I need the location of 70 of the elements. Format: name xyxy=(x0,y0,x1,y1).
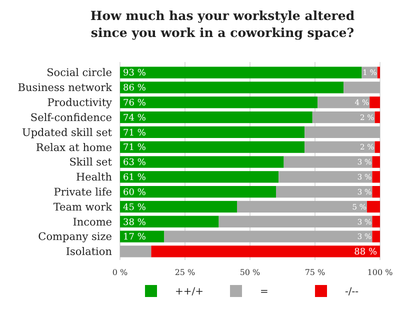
y-tick-label: Isolation xyxy=(66,246,112,258)
bar xyxy=(164,230,372,242)
y-tick-label: Private life xyxy=(54,186,112,198)
bar xyxy=(151,246,380,258)
bar xyxy=(374,111,380,124)
bar xyxy=(304,141,375,153)
y-tick-label: Productivity xyxy=(47,97,112,110)
y-tick-label: Team work xyxy=(53,201,113,214)
data-label: 63 % xyxy=(123,158,146,168)
bar xyxy=(120,82,344,94)
bar xyxy=(372,216,380,228)
x-tick-label: 100 % xyxy=(367,268,394,277)
bar xyxy=(377,66,380,78)
bar xyxy=(120,186,276,198)
y-tick-label: Company size xyxy=(38,231,112,244)
bar xyxy=(120,171,279,183)
x-tick-label: 75 % xyxy=(304,268,326,277)
bar xyxy=(312,111,375,124)
bar xyxy=(120,66,362,78)
y-tick-label: Updated skill set xyxy=(22,126,113,139)
legend-label: ++/+ xyxy=(175,286,204,298)
bar xyxy=(372,230,380,242)
y-tick-label: Social circle xyxy=(46,67,112,80)
bar xyxy=(284,156,372,168)
bar xyxy=(120,141,305,153)
y-tick-label: Business network xyxy=(18,82,113,94)
y-tick-label: Skill set xyxy=(69,156,113,169)
y-tick-label: Self-confidence xyxy=(30,112,112,124)
bar xyxy=(374,141,380,153)
legend-label: = xyxy=(260,286,268,298)
bar xyxy=(120,200,237,213)
bar xyxy=(237,200,367,213)
bar xyxy=(120,96,318,108)
bar xyxy=(372,171,380,183)
bar xyxy=(304,126,380,138)
data-label: 61 % xyxy=(123,173,146,184)
x-tick-label: 50 % xyxy=(240,268,261,277)
bar xyxy=(278,171,372,183)
bar xyxy=(120,246,152,258)
bar xyxy=(372,156,380,168)
data-label: 45 % xyxy=(123,202,146,213)
x-tick-label: 0 % xyxy=(112,268,128,277)
data-label: 93 % xyxy=(123,68,146,79)
data-label: 38 % xyxy=(123,218,146,228)
data-label: 88 % xyxy=(354,248,378,258)
bar xyxy=(120,126,305,138)
y-tick-label: Relax at home xyxy=(36,142,112,154)
y-tick-label: Health xyxy=(76,172,112,184)
bar xyxy=(318,96,370,108)
data-label: 74 % xyxy=(123,113,146,124)
y-tick-label: Income xyxy=(72,216,112,228)
data-label: 76 % xyxy=(123,98,146,109)
bar xyxy=(120,230,164,242)
bar xyxy=(120,216,219,228)
chart-title: How much has your workstyle altered since you work in a coworking space? xyxy=(90,8,355,40)
data-label: 71 % xyxy=(123,128,146,138)
bar xyxy=(370,96,380,108)
x-tick-label: 25 % xyxy=(174,268,196,277)
bar xyxy=(120,156,284,168)
data-label: 71 % xyxy=(123,143,146,154)
bar xyxy=(344,82,380,94)
data-label: 60 % xyxy=(123,188,146,198)
bar xyxy=(276,186,372,198)
data-label: 17 % xyxy=(123,232,146,243)
bar xyxy=(120,111,312,124)
bar xyxy=(372,186,380,198)
legend-label: -/-- xyxy=(345,286,359,298)
bar xyxy=(218,216,372,228)
bar xyxy=(367,200,380,213)
data-label: 86 % xyxy=(123,84,146,94)
